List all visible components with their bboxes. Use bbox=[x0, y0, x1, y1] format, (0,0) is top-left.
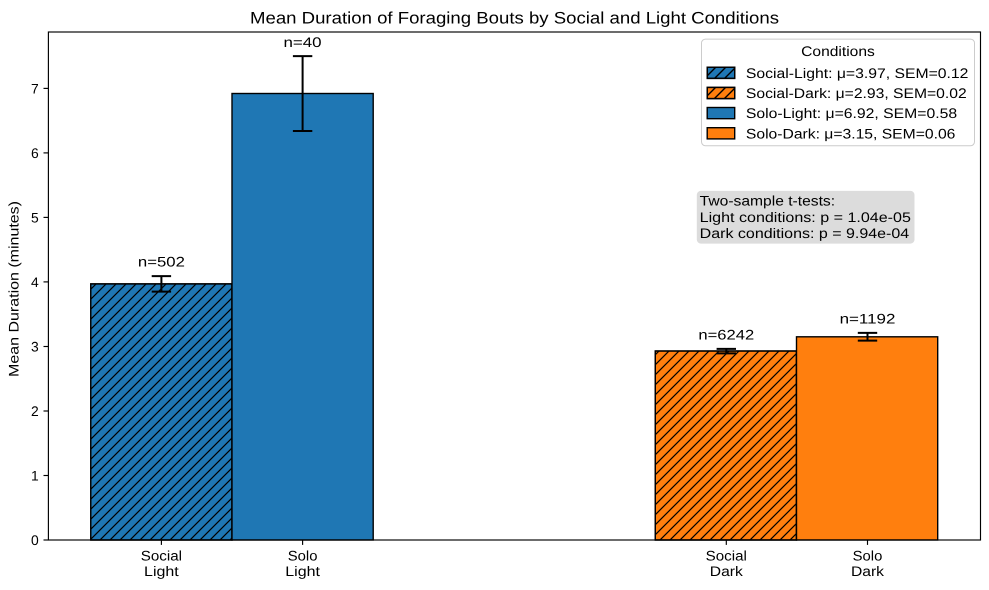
svg-text:4: 4 bbox=[31, 274, 39, 290]
svg-text:Solo: Solo bbox=[853, 548, 883, 564]
svg-text:n=1192: n=1192 bbox=[840, 310, 896, 326]
svg-text:Dark conditions: p = 9.94e-04: Dark conditions: p = 9.94e-04 bbox=[700, 225, 910, 241]
svg-text:Light: Light bbox=[285, 563, 320, 579]
svg-text:2: 2 bbox=[31, 403, 39, 419]
svg-text:Solo: Solo bbox=[288, 548, 318, 564]
svg-text:Social: Social bbox=[706, 548, 747, 564]
svg-text:n=6242: n=6242 bbox=[698, 326, 754, 342]
svg-text:Solo-Light: μ=6.92, SEM=0.58: Solo-Light: μ=6.92, SEM=0.58 bbox=[746, 105, 958, 121]
svg-text:5: 5 bbox=[31, 209, 39, 225]
svg-text:3: 3 bbox=[31, 339, 39, 355]
svg-text:Social: Social bbox=[141, 548, 182, 564]
svg-text:7: 7 bbox=[31, 80, 39, 96]
svg-text:Light: Light bbox=[144, 563, 179, 579]
svg-text:Solo-Dark: μ=3.15, SEM=0.06: Solo-Dark: μ=3.15, SEM=0.06 bbox=[746, 125, 956, 141]
svg-text:Light conditions: p = 1.04e-05: Light conditions: p = 1.04e-05 bbox=[700, 209, 912, 225]
svg-text:6: 6 bbox=[31, 145, 39, 161]
svg-text:1: 1 bbox=[31, 468, 39, 484]
svg-text:Dark: Dark bbox=[710, 563, 743, 579]
svg-text:Dark: Dark bbox=[851, 563, 884, 579]
svg-text:n=40: n=40 bbox=[284, 34, 322, 50]
svg-text:Social-Dark: μ=2.93, SEM=0.02: Social-Dark: μ=2.93, SEM=0.02 bbox=[746, 85, 967, 101]
svg-text:Social-Light: μ=3.97, SEM=0.12: Social-Light: μ=3.97, SEM=0.12 bbox=[746, 65, 969, 81]
svg-text:n=502: n=502 bbox=[138, 253, 185, 269]
svg-text:Conditions: Conditions bbox=[801, 43, 875, 59]
svg-text:Mean Duration (minutes): Mean Duration (minutes) bbox=[6, 201, 22, 377]
svg-text:0: 0 bbox=[31, 532, 39, 548]
svg-text:Two-sample t-tests:: Two-sample t-tests: bbox=[700, 193, 835, 209]
svg-text:Mean Duration of Foraging Bout: Mean Duration of Foraging Bouts by Socia… bbox=[250, 9, 779, 28]
